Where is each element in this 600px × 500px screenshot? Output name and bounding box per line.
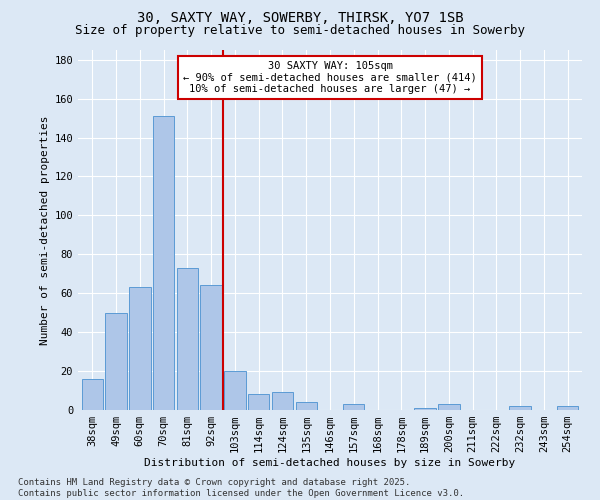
Bar xyxy=(82,379,103,410)
Bar xyxy=(153,116,174,410)
Bar xyxy=(415,408,436,410)
Bar xyxy=(129,288,151,410)
Bar xyxy=(557,406,578,410)
Bar xyxy=(296,402,317,410)
Text: Size of property relative to semi-detached houses in Sowerby: Size of property relative to semi-detach… xyxy=(75,24,525,37)
Bar xyxy=(224,371,245,410)
X-axis label: Distribution of semi-detached houses by size in Sowerby: Distribution of semi-detached houses by … xyxy=(145,458,515,468)
Text: 30 SAXTY WAY: 105sqm
← 90% of semi-detached houses are smaller (414)
10% of semi: 30 SAXTY WAY: 105sqm ← 90% of semi-detac… xyxy=(183,61,477,94)
Bar xyxy=(343,404,364,410)
Text: Contains HM Land Registry data © Crown copyright and database right 2025.
Contai: Contains HM Land Registry data © Crown c… xyxy=(18,478,464,498)
Y-axis label: Number of semi-detached properties: Number of semi-detached properties xyxy=(40,116,50,345)
Bar xyxy=(509,406,531,410)
Bar xyxy=(438,404,460,410)
Bar xyxy=(248,394,269,410)
Bar xyxy=(272,392,293,410)
Bar xyxy=(106,312,127,410)
Bar xyxy=(176,268,198,410)
Bar xyxy=(200,286,222,410)
Text: 30, SAXTY WAY, SOWERBY, THIRSK, YO7 1SB: 30, SAXTY WAY, SOWERBY, THIRSK, YO7 1SB xyxy=(137,11,463,25)
